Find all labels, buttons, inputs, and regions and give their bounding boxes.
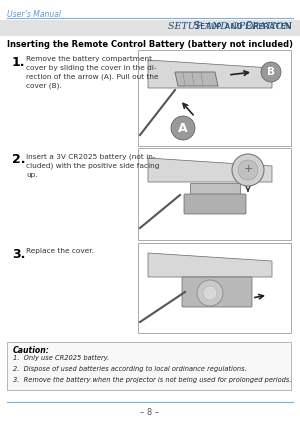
Bar bbox=[0, 20, 300, 36]
Circle shape bbox=[261, 62, 281, 82]
Text: SETUP AND OPERATION: SETUP AND OPERATION bbox=[168, 22, 292, 31]
Circle shape bbox=[197, 280, 223, 306]
Bar bbox=[138, 50, 291, 146]
Text: A: A bbox=[178, 122, 188, 134]
FancyBboxPatch shape bbox=[184, 194, 246, 214]
Text: Inserting the Remote Control Battery (battery not included): Inserting the Remote Control Battery (ba… bbox=[7, 40, 293, 49]
Polygon shape bbox=[175, 72, 218, 86]
Polygon shape bbox=[148, 158, 272, 182]
Text: 3.: 3. bbox=[12, 248, 26, 261]
Bar bbox=[138, 243, 291, 333]
Text: 3.  Remove the battery when the projector is not being used for prolonged period: 3. Remove the battery when the projector… bbox=[13, 377, 292, 383]
Text: 2.  Dispose of used batteries according to local ordinance regulations.: 2. Dispose of used batteries according t… bbox=[13, 366, 247, 372]
Circle shape bbox=[171, 116, 195, 140]
Text: User’s Manual: User’s Manual bbox=[7, 10, 61, 19]
Text: 1.: 1. bbox=[12, 56, 26, 69]
Polygon shape bbox=[190, 183, 240, 208]
Text: Caution:: Caution: bbox=[13, 346, 50, 355]
Text: B: B bbox=[267, 67, 275, 77]
Text: Insert a 3V CR2025 battery (not in-
cluded) with the positive side facing
up.: Insert a 3V CR2025 battery (not in- clud… bbox=[26, 153, 159, 178]
Text: 1.  Only use CR2025 battery.: 1. Only use CR2025 battery. bbox=[13, 355, 109, 361]
Text: Replace the cover.: Replace the cover. bbox=[26, 248, 94, 254]
Bar bbox=[138, 148, 291, 240]
FancyBboxPatch shape bbox=[182, 277, 252, 307]
Text: +: + bbox=[243, 164, 253, 174]
Polygon shape bbox=[148, 253, 272, 277]
Text: Remove the battery compartment
cover by sliding the cover in the di-
rection of : Remove the battery compartment cover by … bbox=[26, 56, 158, 89]
Circle shape bbox=[232, 154, 264, 186]
Text: Sᴇᴛᴜᴘ ᴀɴᴅ Oᴘᴇʀᴀᴛᴇɴ: Sᴇᴛᴜᴘ ᴀɴᴅ Oᴘᴇʀᴀᴛᴇɴ bbox=[194, 21, 292, 31]
Circle shape bbox=[203, 286, 217, 300]
Circle shape bbox=[238, 160, 258, 180]
Text: 2.: 2. bbox=[12, 153, 26, 166]
Polygon shape bbox=[148, 60, 272, 88]
Text: – 8 –: – 8 – bbox=[140, 408, 160, 417]
Bar bbox=[7, 342, 291, 390]
